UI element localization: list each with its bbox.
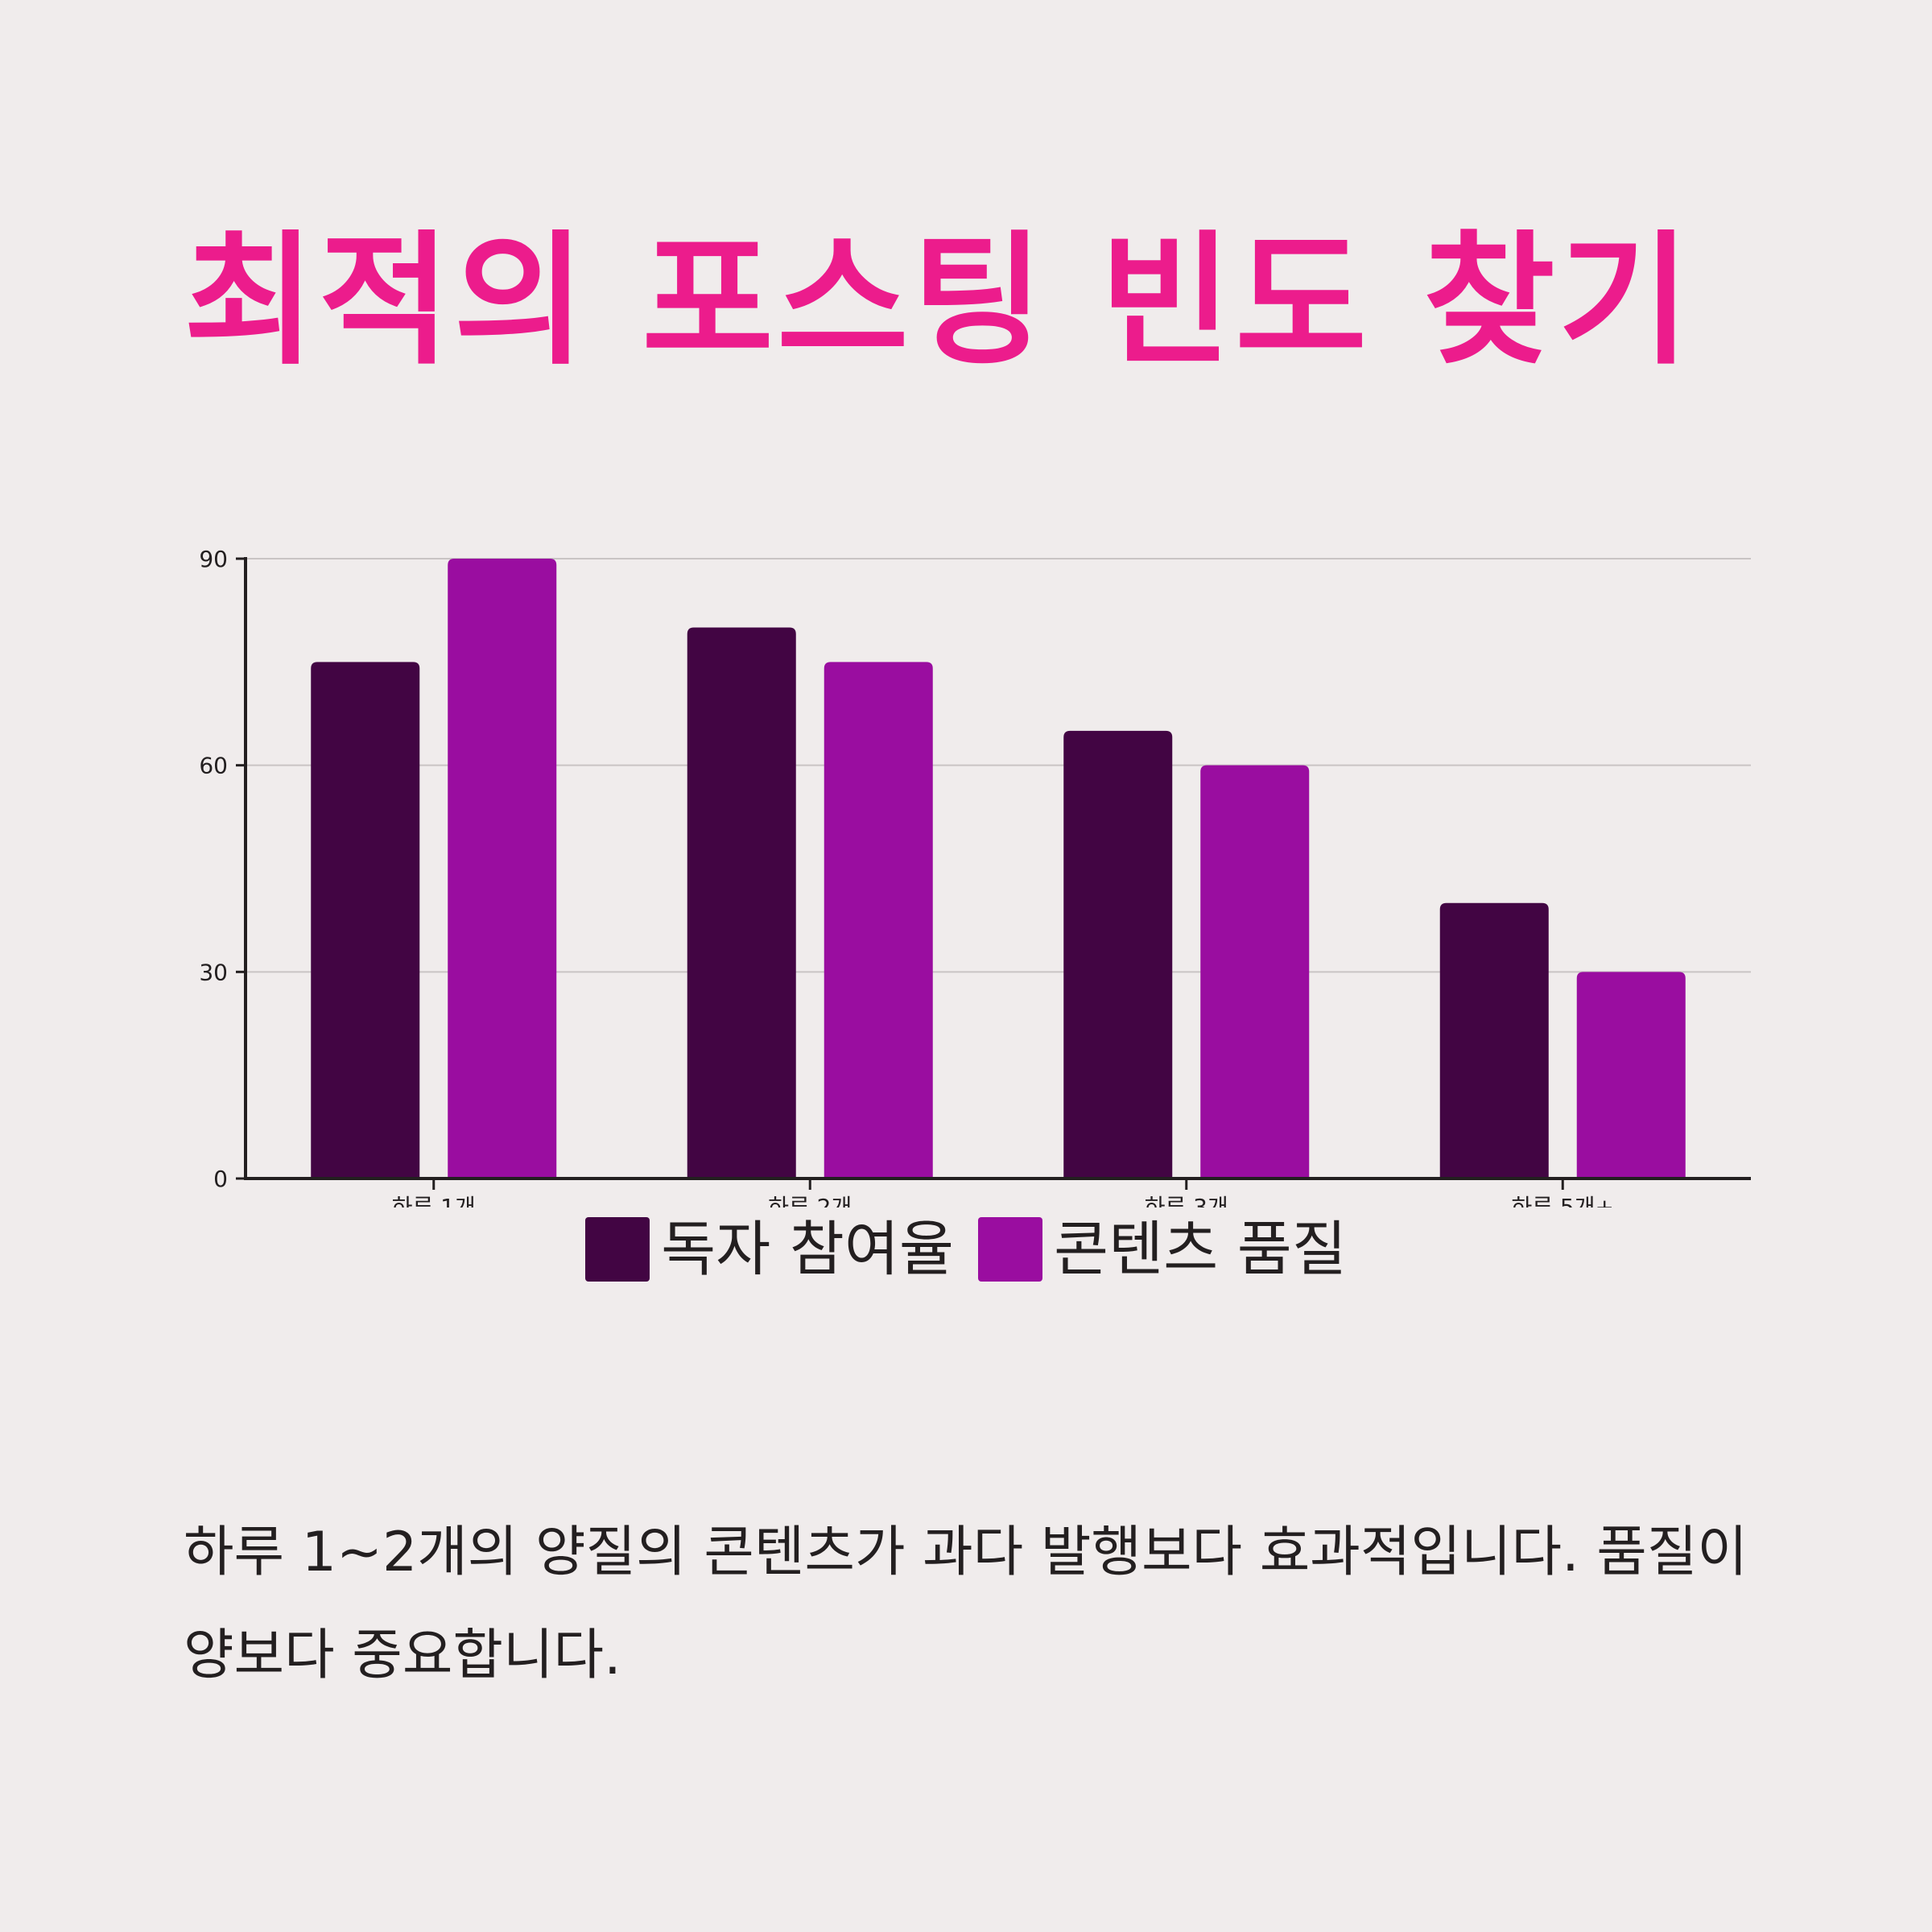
x-tick-label: 하루 5개+ [1512,1194,1614,1208]
x-tick-label: 하루 3개 [1145,1194,1228,1208]
bar-quality [824,662,933,1179]
legend-label-engagement: 독자 참여율 [661,1215,954,1284]
y-tick-label: 60 [199,753,228,779]
legend-swatch-engagement [585,1217,650,1282]
bar-chart: 0 30 60 90 하루 1개 하루 2개 하루 3개 하루 5개+ [199,546,1751,1208]
bar-engagement [1439,902,1549,1179]
page-title: 최적의 포스팅 빈도 찾기 [184,217,1694,384]
y-tick-label: 30 [199,959,228,985]
chart-legend: 독자 참여율 콘텐츠 품질 [0,1217,1932,1282]
bar-engagement [687,627,796,1179]
legend-item-quality: 콘텐츠 품질 [978,1217,1347,1282]
legend-swatch-quality [978,1217,1042,1282]
bar-quality [448,559,557,1179]
bar-quality [1576,972,1686,1179]
legend-item-engagement: 독자 참여율 [585,1217,954,1282]
bar-quality [1200,765,1310,1179]
bar-engagement [1063,730,1173,1179]
caption-text: 하루 1~2개의 양질의 콘텐츠가 과다 발행보다 효과적입니다. 품질이 양보… [184,1521,1748,1687]
x-tick-label: 하루 1개 [392,1194,476,1208]
y-tick-label: 0 [213,1166,228,1192]
x-tick-label: 하루 2개 [768,1194,852,1208]
legend-label-quality: 콘텐츠 품질 [1054,1215,1347,1284]
bar-engagement [311,662,420,1179]
y-tick-label: 90 [199,546,228,572]
